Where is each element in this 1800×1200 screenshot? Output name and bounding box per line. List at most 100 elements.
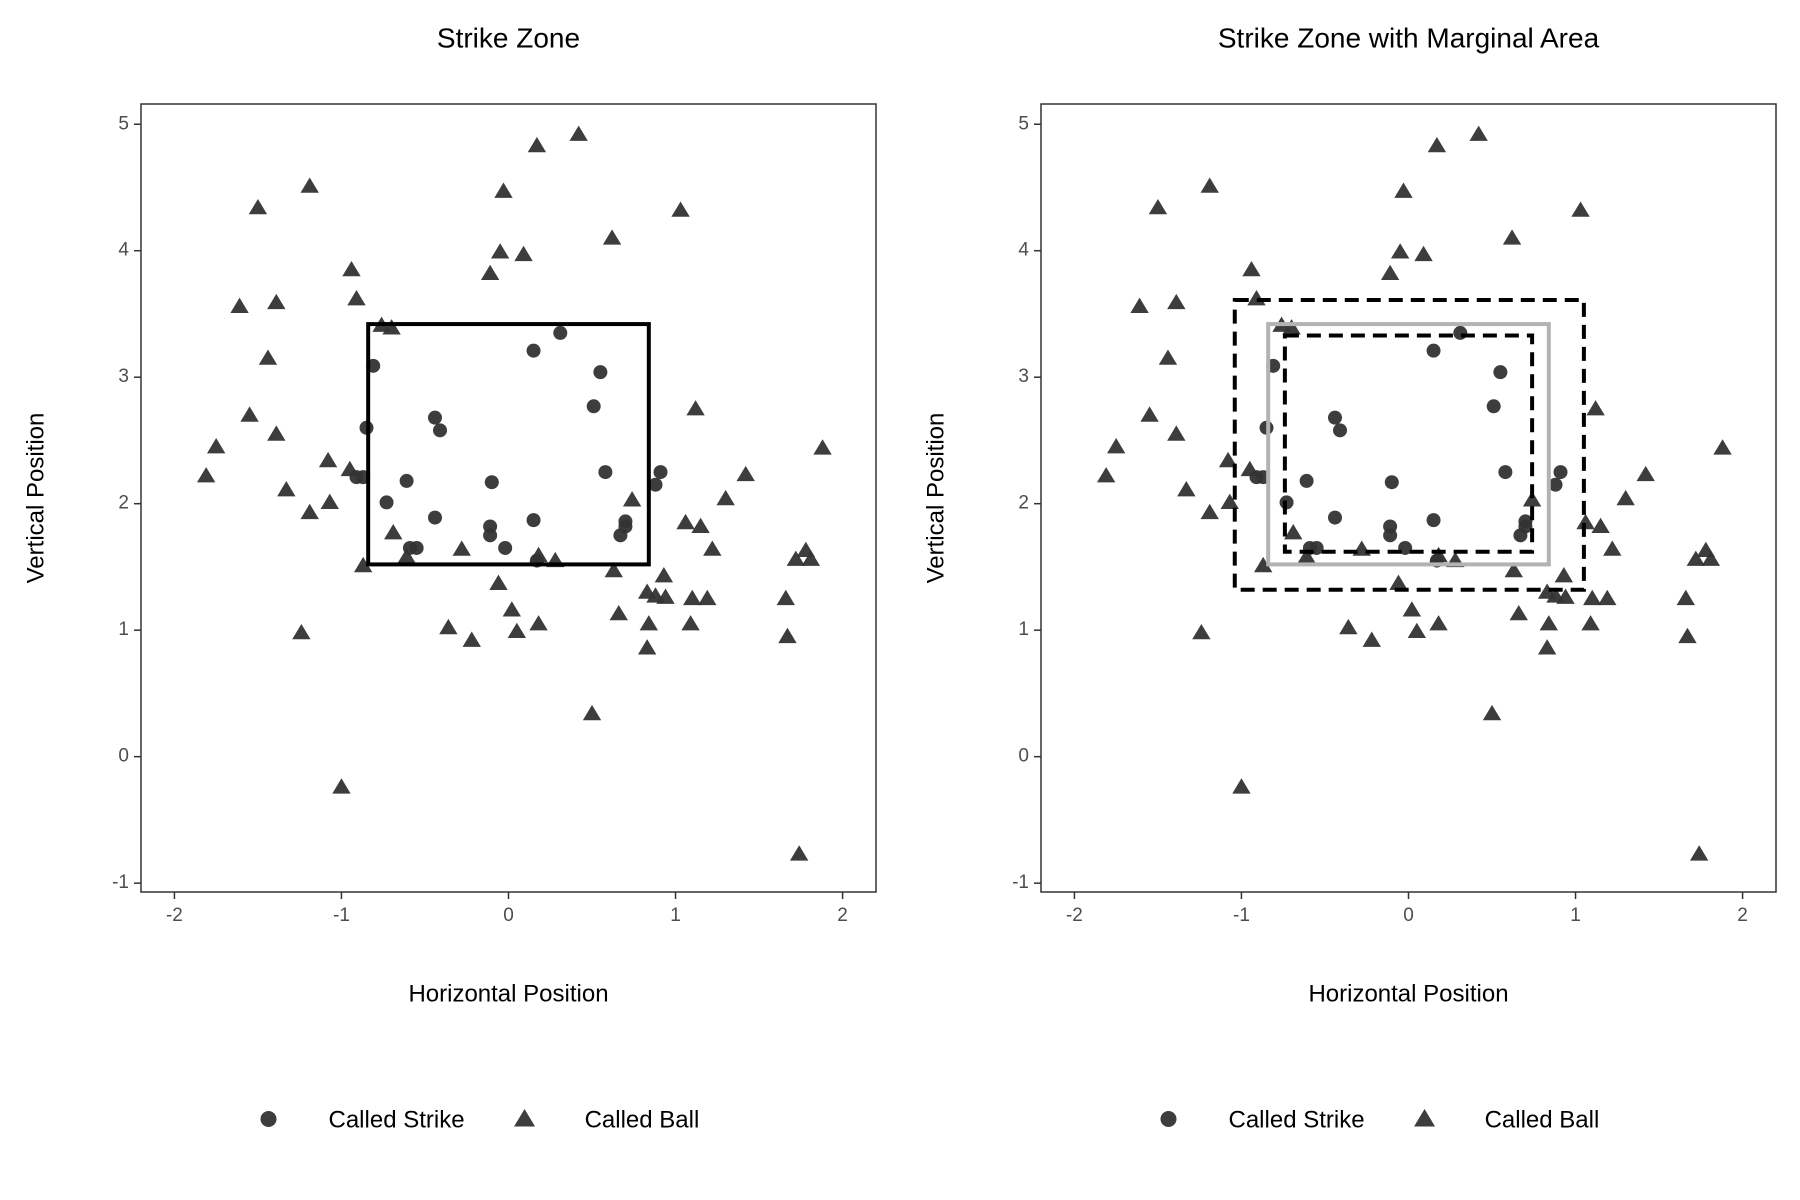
point [786, 550, 806, 566]
point [716, 489, 735, 506]
point [1591, 517, 1610, 534]
point [609, 604, 628, 621]
point [489, 574, 508, 590]
legend-label: Called Strike [329, 1106, 465, 1133]
x-tick-label: 2 [1737, 905, 1748, 926]
x-tick-label: -1 [1233, 905, 1250, 926]
point [654, 567, 674, 583]
point [277, 481, 296, 497]
point [1328, 410, 1342, 425]
point [613, 528, 628, 543]
point [1284, 524, 1303, 540]
point [776, 589, 795, 606]
point [1148, 198, 1168, 215]
point [671, 201, 690, 217]
point [604, 561, 623, 578]
point [1297, 548, 1316, 564]
point [433, 423, 448, 438]
point [507, 622, 527, 639]
point [1486, 399, 1501, 414]
point [1282, 319, 1301, 335]
x-tick-label: 1 [670, 905, 681, 926]
plot-border [1040, 103, 1777, 893]
legend-marker [1160, 1111, 1177, 1127]
point [653, 465, 668, 480]
point [1576, 513, 1595, 530]
point [1299, 473, 1314, 488]
point [1380, 264, 1400, 281]
point [656, 588, 675, 604]
point [778, 627, 797, 644]
y-axis-label: Vertical Position [22, 413, 49, 584]
point [428, 410, 442, 425]
point [494, 182, 513, 198]
point [1384, 475, 1399, 490]
point [248, 198, 268, 215]
point [529, 615, 548, 631]
x-tick-label: 1 [1570, 905, 1581, 926]
point [267, 293, 286, 310]
legend-marker [1414, 1109, 1436, 1127]
point [490, 243, 510, 259]
point [1701, 550, 1721, 566]
point [1220, 493, 1239, 509]
point [686, 400, 705, 416]
point [1389, 574, 1408, 590]
point [240, 406, 259, 422]
point [480, 264, 500, 281]
point [648, 477, 663, 492]
point [1686, 550, 1706, 566]
x-tick-label: -2 [166, 905, 183, 926]
chart-title: Strike Zone with Marginal Area [1218, 22, 1600, 53]
point [1383, 528, 1398, 543]
y-tick-label: 3 [1018, 366, 1029, 387]
point [1556, 588, 1575, 604]
point [342, 260, 361, 277]
point [789, 845, 809, 861]
point [1689, 845, 1709, 861]
point [598, 465, 613, 480]
point [676, 513, 695, 530]
point [602, 229, 622, 245]
point [1414, 245, 1433, 262]
y-tick-label: 5 [118, 113, 129, 134]
x-tick-label: 0 [503, 905, 514, 926]
point [384, 524, 403, 540]
x-axis-label: Horizontal Position [408, 980, 608, 1007]
point [428, 510, 442, 525]
y-tick-label: 2 [118, 493, 129, 514]
point [1678, 627, 1697, 644]
point [553, 325, 568, 340]
point [529, 546, 548, 563]
point [1502, 229, 1522, 245]
point [1676, 589, 1695, 606]
point [637, 639, 657, 655]
point [1571, 201, 1590, 217]
point [1398, 540, 1413, 555]
point [1482, 704, 1502, 721]
point [1537, 639, 1557, 655]
point [332, 778, 351, 794]
x-tick-label: -2 [1066, 905, 1083, 926]
point [1096, 467, 1116, 483]
zone-box [1266, 322, 1551, 567]
legend-label: Called Strike [1229, 1106, 1365, 1133]
point [1167, 425, 1186, 441]
point [1493, 365, 1508, 380]
point [399, 473, 414, 488]
point [1390, 243, 1410, 259]
point [1218, 451, 1238, 468]
point [1200, 503, 1219, 520]
point [1192, 623, 1211, 640]
point [1426, 513, 1441, 528]
point [1140, 406, 1159, 422]
point [258, 349, 278, 365]
point [582, 704, 602, 721]
y-tick-label: 0 [118, 746, 129, 767]
point [1333, 423, 1348, 438]
point [1158, 349, 1178, 365]
point [801, 550, 821, 566]
point [1498, 465, 1513, 480]
point [318, 451, 338, 468]
point [300, 503, 319, 520]
